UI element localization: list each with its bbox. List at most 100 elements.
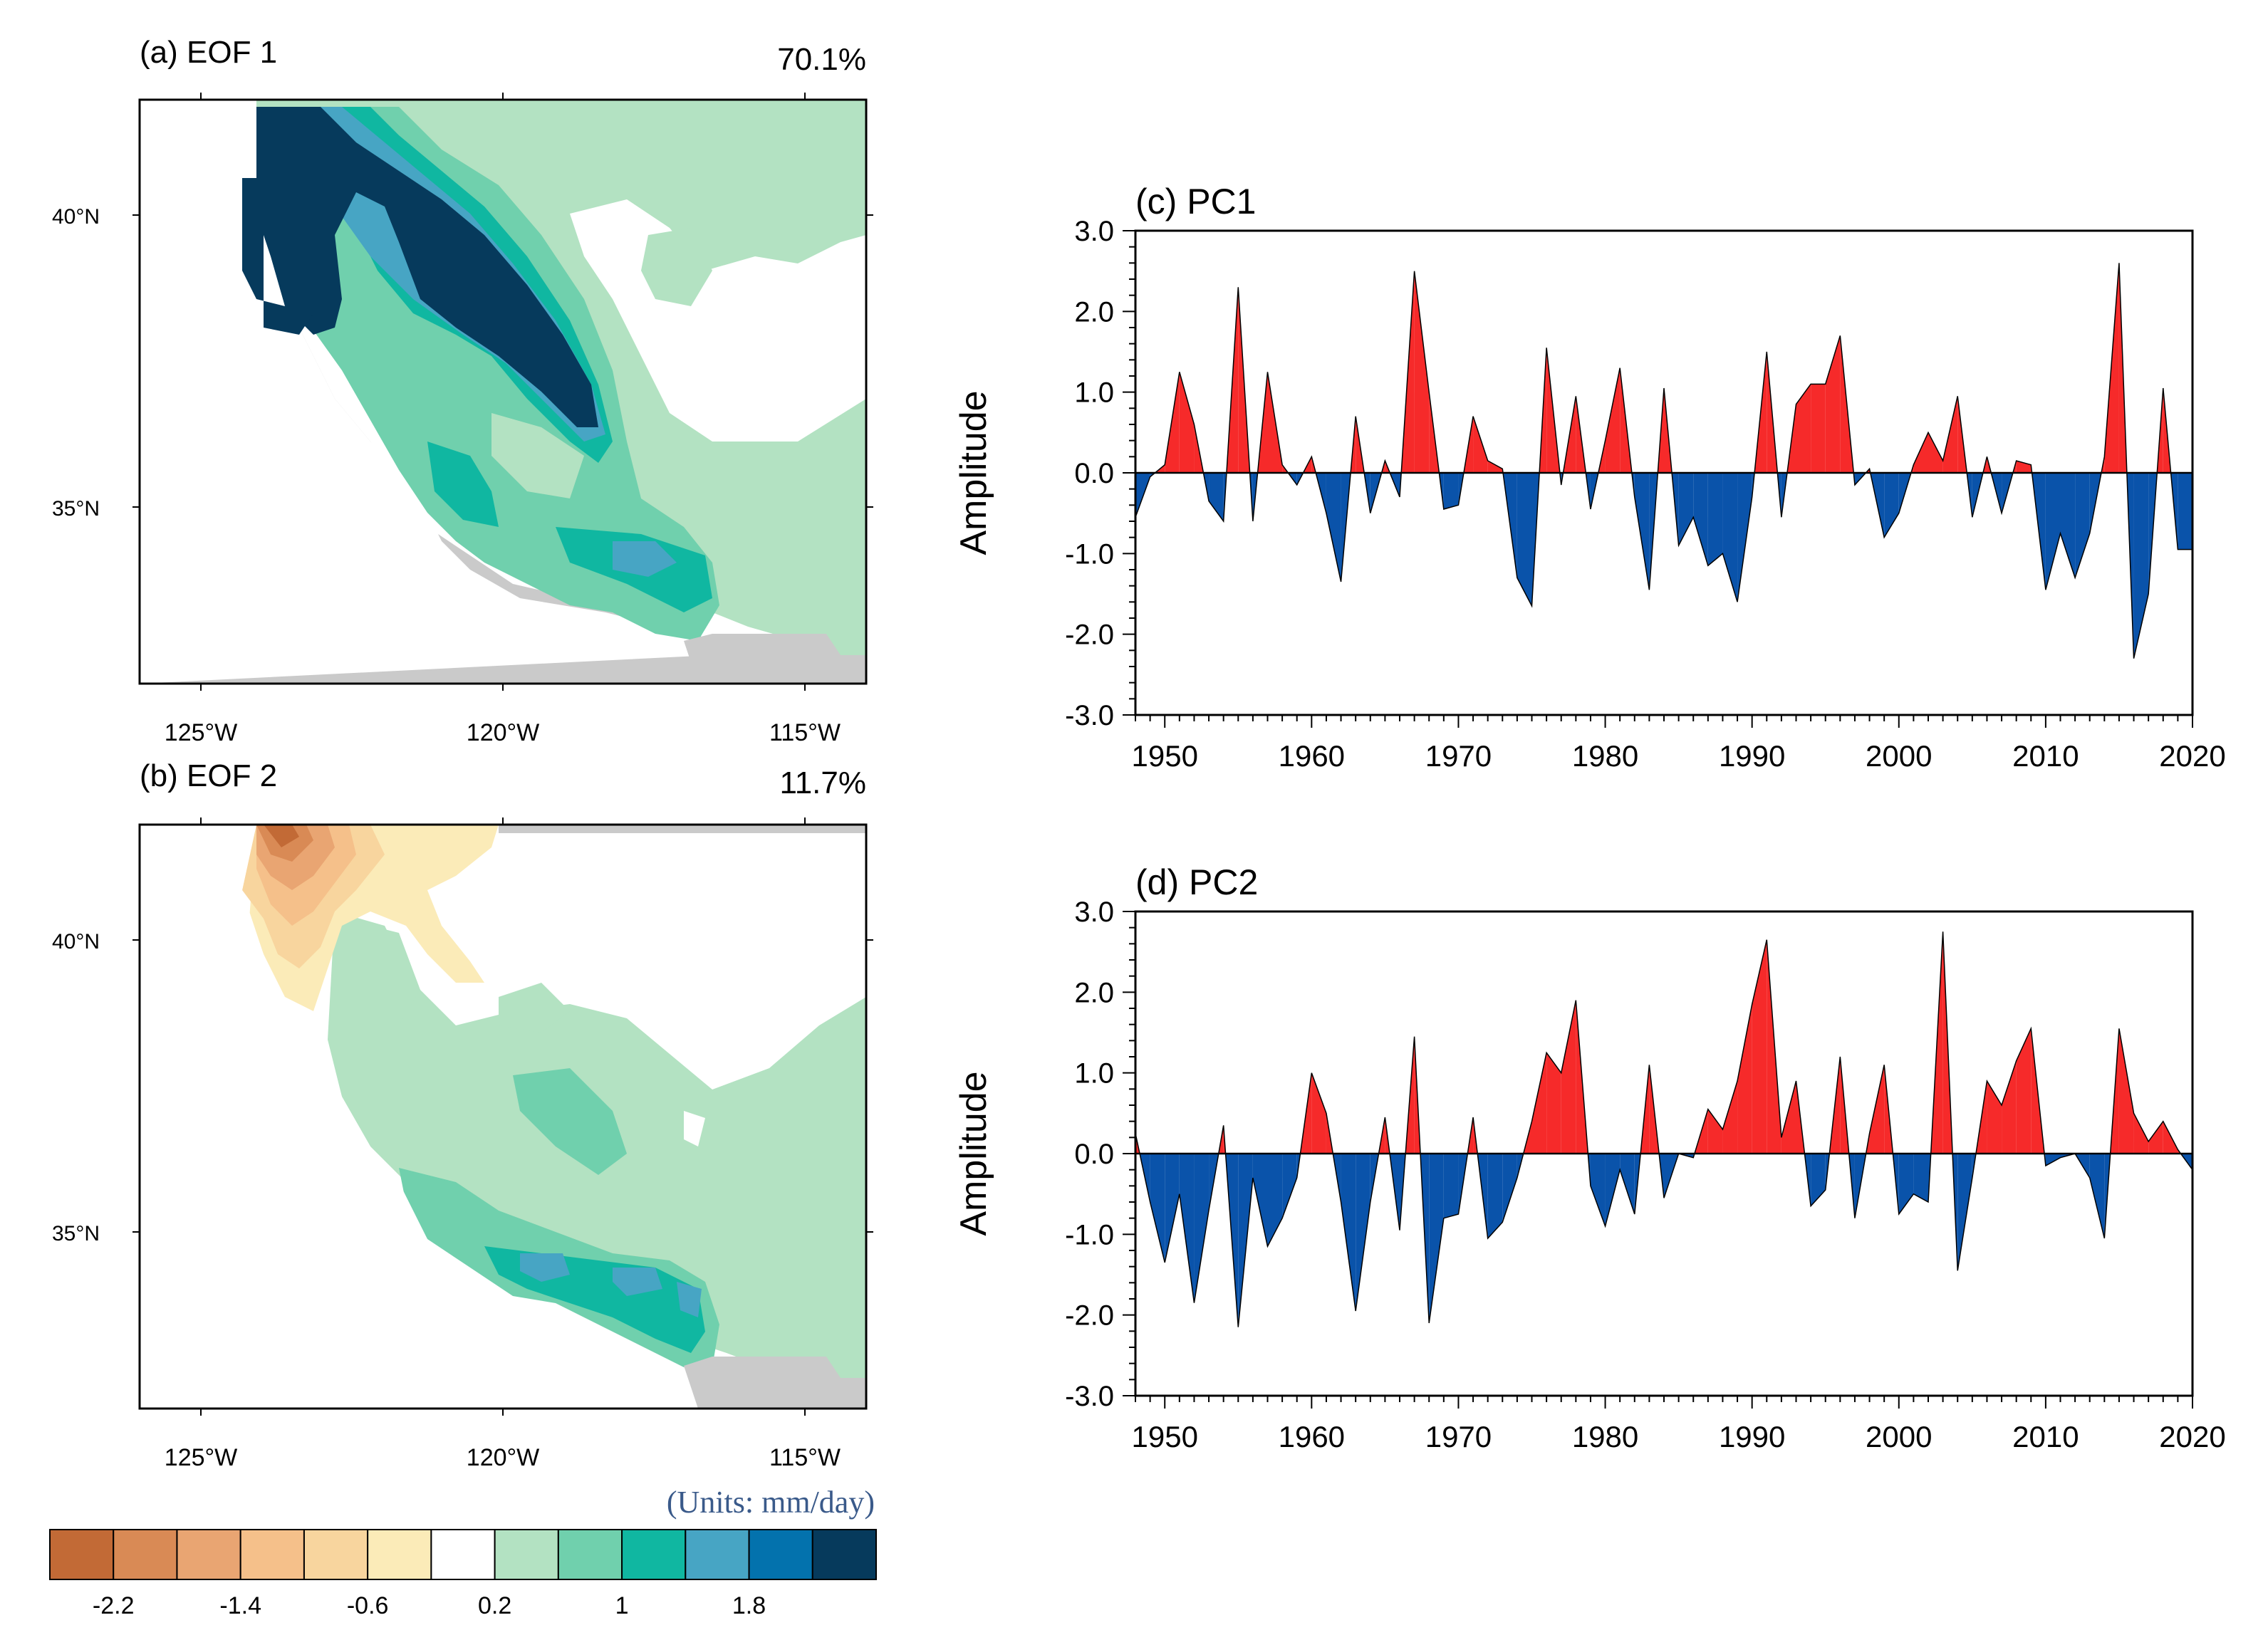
eof2-lon-115: 115°W	[769, 1444, 841, 1471]
eof2-lon-125: 125°W	[165, 1444, 237, 1471]
x-tick-label: 1990	[1719, 739, 1785, 773]
eof2-green-coast	[335, 919, 420, 1025]
negative-area	[1590, 1154, 1606, 1226]
series-line	[1135, 263, 2192, 659]
positive-area	[1311, 1072, 1326, 1154]
positive-area	[2002, 1060, 2017, 1154]
negative-area	[1737, 473, 1752, 602]
eof2-field	[140, 825, 866, 1409]
negative-area	[1165, 1154, 1180, 1263]
x-tick-label: 2020	[2159, 1420, 2225, 1453]
positive-area	[1737, 1004, 1752, 1154]
negative-area	[1458, 1154, 1468, 1214]
negative-area	[2045, 473, 2061, 590]
eof2-blue-1	[520, 1253, 570, 1282]
y-tick-label: -1.0	[1065, 1219, 1114, 1250]
positive-area	[1913, 432, 1928, 473]
colorbar-cell-6	[430, 1529, 496, 1580]
negative-area	[1957, 1154, 1972, 1271]
negative-area	[1884, 473, 1899, 538]
positive-area	[1561, 1000, 1576, 1154]
positive-area	[1811, 384, 1826, 473]
y-axis-label: Amplitude	[953, 390, 994, 555]
negative-area	[1443, 1154, 1459, 1218]
negative-area	[1517, 473, 1532, 606]
negative-area	[1267, 1154, 1283, 1247]
negative-area	[1179, 1154, 1195, 1303]
negative-area	[2045, 1154, 2061, 1166]
eof2-title: (b) EOF 2	[140, 758, 277, 793]
eof1-title: (a) EOF 1	[140, 35, 277, 70]
negative-area	[1326, 473, 1341, 582]
eof1-lat-40: 40°N	[52, 205, 100, 229]
series-line	[1135, 931, 2193, 1327]
x-tick-label: 2000	[1866, 1420, 1932, 1453]
eof1-frame	[138, 98, 868, 685]
negative-area	[1356, 1154, 1370, 1311]
negative-area	[1252, 1154, 1268, 1247]
eof1-land	[140, 100, 712, 684]
eof1-ocean-left	[140, 100, 256, 328]
eof2-blue-2	[613, 1268, 662, 1296]
eof2-ocean-left	[140, 825, 456, 1282]
eof2-green-isle	[499, 983, 570, 1033]
colorbar-units: (Units: mm/day)	[667, 1485, 875, 1520]
colorbar-labels: -2.2 -1.4 -0.6 0.2 1 1.8	[93, 1592, 766, 1619]
negative-area	[2133, 473, 2149, 659]
colorbar-cell-11	[748, 1529, 813, 1580]
negative-area	[2060, 473, 2076, 578]
positive-area	[1531, 1052, 1547, 1154]
chart-title: (d) PC2	[1135, 862, 1258, 902]
positive-area	[1825, 335, 1841, 473]
colorbar-cell-5	[367, 1529, 432, 1580]
positive-area	[1942, 396, 1958, 473]
negative-area	[2089, 1154, 2105, 1238]
x-tick-label: 1980	[1572, 1420, 1638, 1453]
x-tick-label: 1970	[1425, 1420, 1492, 1453]
positive-area	[1473, 416, 1488, 473]
positive-area	[1707, 1109, 1723, 1154]
y-tick-label: 2.0	[1074, 296, 1114, 328]
eof1-field	[140, 100, 866, 684]
colorbar-cell-4	[303, 1529, 369, 1580]
x-tick-label: 2020	[2159, 739, 2225, 773]
y-tick-label: -1.0	[1065, 538, 1114, 570]
negative-area	[1194, 1154, 1210, 1303]
colorbar-label: -2.2	[93, 1592, 135, 1619]
negative-area	[1913, 1154, 1928, 1202]
eof2-contour-n2.2	[264, 825, 299, 847]
eof2-ticks	[132, 817, 873, 1416]
eof2-lat-35: 35°N	[52, 1222, 100, 1245]
eof1-hole-2	[491, 413, 584, 498]
y-tick-label: 0.0	[1074, 1139, 1114, 1170]
negative-area	[1898, 1154, 1914, 1214]
x-tick-label: 2010	[2012, 1420, 2079, 1453]
negative-area	[1487, 1154, 1503, 1238]
y-tick-label: 3.0	[1074, 897, 1114, 928]
eof2-blue-3	[677, 1282, 702, 1317]
x-tick-label: 1980	[1572, 739, 1638, 773]
positive-area	[1928, 432, 1943, 473]
eof1-coast-core	[242, 178, 313, 335]
negative-area	[1707, 473, 1723, 566]
y-tick-label: -3.0	[1065, 700, 1114, 731]
positive-area	[1605, 367, 1621, 473]
positive-area	[1414, 271, 1430, 473]
x-tick-label: 2010	[2012, 739, 2079, 773]
eof1-lat-35: 35°N	[52, 497, 100, 521]
negative-area	[1443, 473, 1459, 509]
eof1-gray-corner	[684, 634, 866, 684]
positive-area	[2133, 1113, 2149, 1154]
negative-area	[1620, 1154, 1635, 1214]
colorbar-cell-2	[176, 1529, 241, 1580]
negative-area	[1678, 473, 1694, 545]
eof2-variance: 11.7%	[780, 766, 867, 800]
colorbar-label: 0.2	[478, 1592, 511, 1619]
x-tick-label: 2000	[1866, 739, 1932, 773]
eof2-map: (b) EOF 2 11.7%	[52, 758, 873, 1471]
positive-area	[1869, 1065, 1885, 1154]
eof2-frame	[138, 823, 868, 1410]
colorbar-cell-10	[685, 1529, 750, 1580]
colorbar: (Units: mm/day) -2.2 -1.4 -0.6 0.2 1 1.8	[49, 1485, 878, 1619]
